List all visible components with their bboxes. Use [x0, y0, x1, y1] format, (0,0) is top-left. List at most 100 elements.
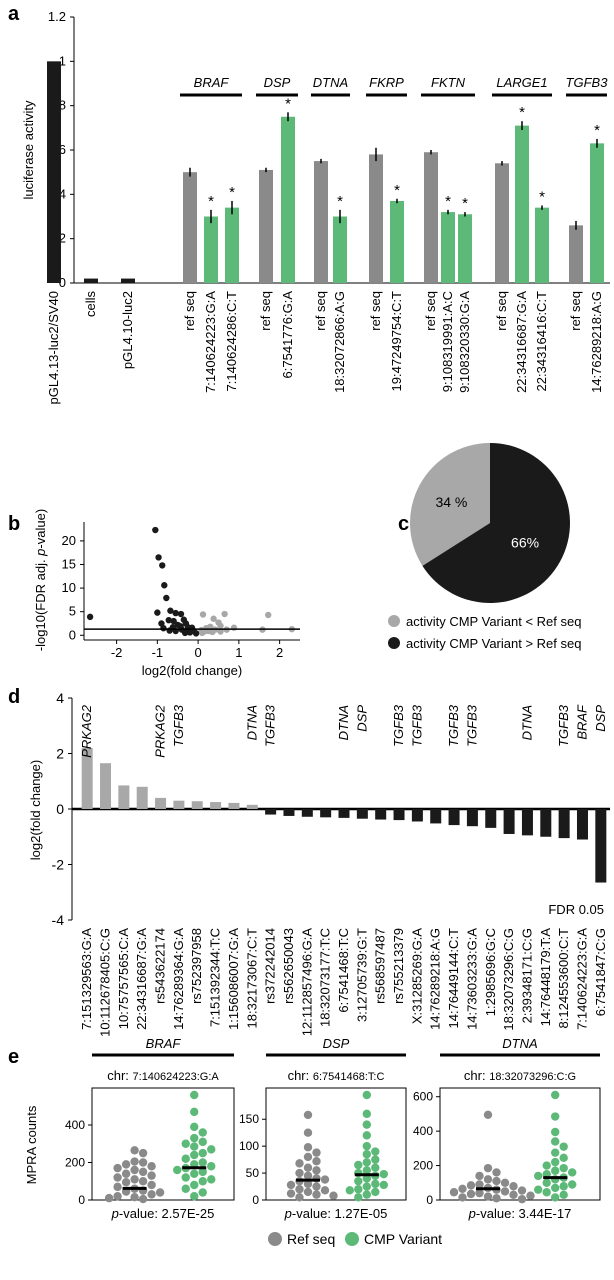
y-axis-label: -log10(FDR adj. p-value)	[33, 509, 48, 651]
bar	[521, 809, 533, 836]
x-tick-label: -1	[152, 645, 164, 660]
x-tick-label: ref seq	[568, 291, 583, 331]
gene-label: PRKAG2	[153, 704, 168, 758]
point-up	[172, 609, 179, 617]
y-tick-label: 200	[65, 1156, 85, 1170]
chromosome-position: chr: 7:140624223:G:A	[107, 1068, 219, 1083]
legend-marker-higher	[388, 637, 400, 649]
variant-point	[354, 1185, 363, 1194]
ref-point	[130, 1157, 139, 1166]
y-tick-label: 50	[246, 1166, 260, 1180]
x-tick-label: 14:76289364:G:A	[171, 928, 186, 1030]
ref-point	[138, 1194, 148, 1204]
significance-star: *	[445, 193, 451, 210]
gene-label: FKTN	[431, 75, 466, 90]
x-tick-label: 12:112857496:G:A	[299, 928, 314, 1037]
ref-point	[303, 1171, 313, 1180]
chr-prefix: chr:	[107, 1068, 132, 1083]
x-tick-label: 0	[194, 645, 201, 660]
variant-point	[371, 1147, 380, 1156]
ref-point	[500, 1187, 510, 1196]
x-tick-label: 1	[235, 645, 242, 660]
x-tick-label: ref seq	[368, 291, 383, 331]
variant-point	[551, 1127, 560, 1137]
legend-label-higher: activity CMP Variant > Ref seq	[406, 636, 581, 651]
point-up	[166, 627, 173, 634]
bar	[424, 152, 438, 283]
variant-point	[551, 1183, 560, 1193]
variant-point	[551, 1137, 560, 1146]
x-tick-label: rs568597487	[373, 928, 388, 1004]
bar	[535, 207, 549, 283]
ref-point	[295, 1168, 304, 1178]
gene-label: BRAF	[194, 75, 230, 90]
x-tick-label: 1:2985696:G:C	[483, 928, 498, 1016]
ref-point	[121, 1160, 131, 1169]
gene-label: TGFB3	[391, 704, 406, 747]
x-tick-label: 1:156086007:G:A	[226, 928, 241, 1030]
ref-point	[466, 1189, 476, 1199]
gene-label: TGFB3	[566, 75, 609, 90]
gene-label: TGFB3	[446, 704, 461, 747]
variant-point	[559, 1142, 568, 1151]
ref-point	[138, 1177, 148, 1186]
ref-point	[138, 1148, 148, 1158]
ref-point	[303, 1163, 313, 1172]
ref-point	[303, 1187, 313, 1197]
y-tick-label: -4	[52, 912, 65, 928]
variant-point	[190, 1150, 199, 1160]
p-italic: p	[468, 1206, 476, 1221]
bar	[369, 154, 383, 283]
panel-label-d: d	[8, 686, 20, 708]
variant-point	[190, 1180, 199, 1190]
y-tick-label: 0	[252, 1193, 259, 1207]
y-tick-label: 4	[56, 690, 64, 706]
y-tick-label: 150	[239, 1112, 259, 1126]
variant-point	[190, 1107, 199, 1117]
gene-title: BRAF	[146, 1036, 182, 1051]
point-down	[221, 610, 228, 618]
variant-point	[551, 1157, 560, 1167]
x-tick-label: 7:140624223:G:A	[574, 928, 589, 1030]
variant-point	[362, 1141, 371, 1151]
x-tick-label: 18:32073177:T:C	[318, 928, 333, 1027]
ref-point	[138, 1167, 148, 1177]
y-axis-label: MPRA counts	[24, 1105, 39, 1184]
y-tick-label: 200	[413, 1159, 433, 1173]
variant-point	[551, 1166, 560, 1175]
ref-point	[458, 1184, 467, 1194]
variant-point	[198, 1167, 207, 1177]
x-tick-label: 14:73603233:G:A	[464, 928, 479, 1030]
p-italic: p	[284, 1206, 292, 1221]
legend-label-lower: activity CMP Variant < Ref seq	[406, 614, 581, 629]
gene-label: BRAF	[574, 704, 589, 740]
ref-point	[113, 1163, 122, 1173]
bar	[390, 200, 404, 283]
bar	[81, 747, 93, 809]
x-tick-label: pGL4.10-luc2	[120, 291, 135, 369]
x-axis-label: log2(fold change)	[142, 663, 242, 678]
point-up	[160, 625, 167, 632]
ref-point	[303, 1143, 313, 1152]
ref-point	[458, 1193, 467, 1202]
ref-point	[312, 1182, 321, 1191]
ref-point	[147, 1190, 156, 1199]
ref-point	[466, 1181, 476, 1190]
y-tick-label: 400	[65, 1118, 85, 1132]
x-tick-label: 6:7541847:C:G	[593, 928, 608, 1016]
x-tick-label: 14:76449144:C:T	[446, 928, 461, 1029]
chr-value: 6:7541468:T:C	[313, 1071, 385, 1083]
variant-point	[362, 1131, 371, 1140]
x-tick-label: rs755213379	[391, 928, 406, 1004]
bar	[411, 809, 423, 822]
bar	[136, 786, 148, 809]
gene-label: DTNA	[244, 705, 259, 740]
x-tick-label: rs372242014	[263, 928, 278, 1004]
x-tick-label: rs562650043	[281, 928, 296, 1004]
variant-point	[362, 1150, 371, 1159]
bar	[47, 61, 61, 284]
x-tick-label: X:31285269:G:A	[409, 928, 424, 1024]
y-tick-label: 100	[239, 1139, 259, 1153]
x-tick-label: 19:47249754:C:T	[389, 291, 404, 392]
ref-point	[303, 1179, 313, 1189]
